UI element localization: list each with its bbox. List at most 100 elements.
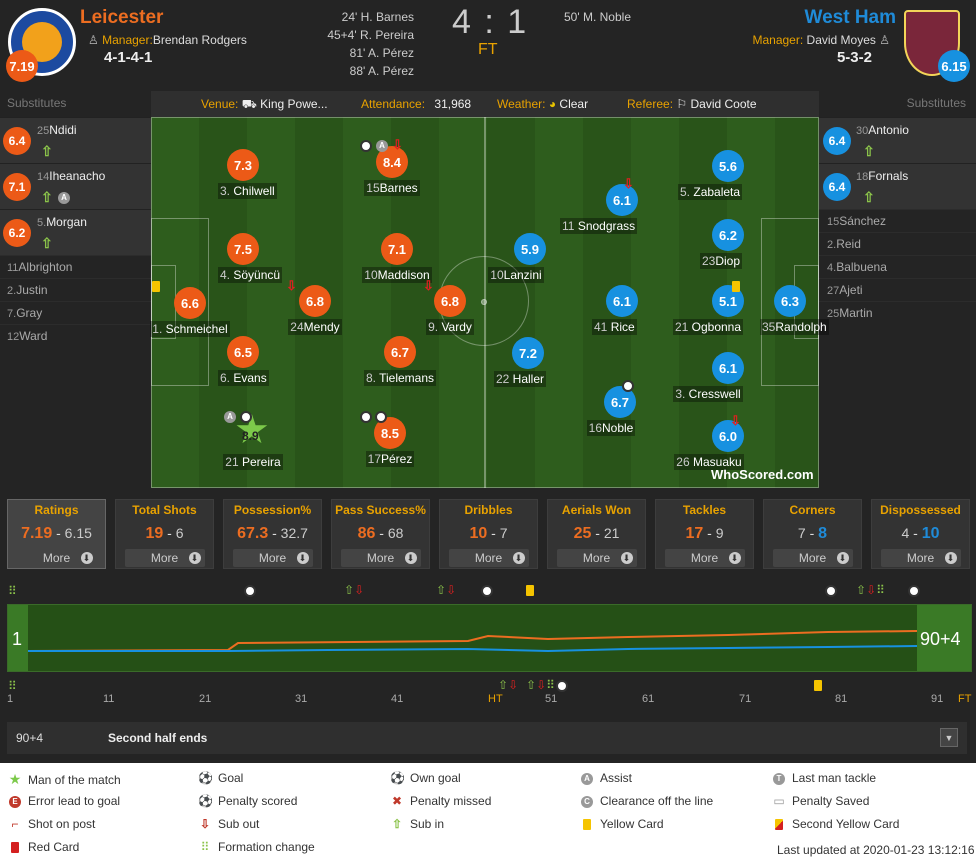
- home-scorers: 24' H. Barnes 45+4' R. Pereira 81' A. Pé…: [300, 10, 414, 82]
- goal-icon: [908, 585, 920, 597]
- stat-corners[interactable]: Corners 7 - 8 More ⬇: [763, 499, 862, 569]
- sub-player[interactable]: 2.Justin: [0, 278, 151, 301]
- legend-item: ⌐ Shot on post: [8, 817, 95, 831]
- more-button[interactable]: More ⬇: [664, 549, 745, 567]
- stat-dribbles[interactable]: Dribbles 10 - 7 More ⬇: [439, 499, 538, 569]
- more-button[interactable]: More ⬇: [772, 549, 853, 567]
- stadium-icon: ⛟: [241, 97, 257, 111]
- more-button[interactable]: More ⬇: [232, 549, 313, 567]
- venue: King Powe...: [260, 97, 328, 111]
- more-button[interactable]: More ⬇: [556, 549, 637, 567]
- player-soyuncu[interactable]: 7.5 4. Söyüncü: [218, 233, 283, 283]
- assist-icon: A: [224, 411, 236, 423]
- timeline-tick: 11: [103, 693, 115, 705]
- player-noble[interactable]: 6.7 16Noble: [586, 386, 636, 436]
- sub-player[interactable]: 27Ajeti: [819, 278, 976, 301]
- sub-out-icon: ⇩: [730, 413, 741, 428]
- sub-player[interactable]: 4.Balbuena: [819, 255, 976, 278]
- player-tielemans[interactable]: 6.7 8. Tielemans: [362, 336, 438, 386]
- home-formation: 4-1-4-1: [104, 49, 153, 66]
- player-chilwell[interactable]: 7.3 3. Chilwell: [218, 149, 277, 199]
- chevron-down-icon: ⬇: [404, 552, 417, 564]
- player-barnes[interactable]: 8.4 15Barnes: [362, 146, 422, 196]
- penalty-saved-icon: ▭: [773, 794, 785, 808]
- player-schmeichel[interactable]: 6.6 1. Schmeichel: [150, 287, 230, 337]
- stat-dispossessed[interactable]: Dispossessed 4 - 10 More ⬇: [871, 499, 970, 569]
- manager-icon: ♙: [88, 33, 99, 47]
- more-button[interactable]: More ⬇: [16, 549, 97, 567]
- chevron-down-icon: ⬇: [944, 552, 957, 564]
- player-snodgrass[interactable]: 6.1 11 Snodgrass: [560, 184, 638, 234]
- substitution-icon: ⇧⇩: [344, 583, 365, 597]
- sub-in-icon: ⇧: [41, 189, 53, 205]
- player-rice[interactable]: 6.1 41 Rice: [592, 285, 638, 335]
- player-cresswell[interactable]: 6.1 3. Cresswell: [672, 352, 744, 402]
- player-zabaleta[interactable]: 5.6 5. Zabaleta: [678, 150, 744, 200]
- referee: David Coote: [690, 97, 757, 111]
- legend-item: E Error lead to goal: [8, 794, 120, 808]
- scorer: 45+4' R. Pereira: [327, 28, 414, 42]
- more-button[interactable]: More ⬇: [340, 549, 421, 567]
- commentary-bar[interactable]: 90+4 Second half ends ▼: [7, 722, 967, 754]
- player-mendy[interactable]: 6.8 24Mendy: [283, 285, 347, 335]
- yellow-card-icon: [814, 680, 822, 691]
- sub-out-icon: ⇩: [286, 278, 297, 293]
- sub-player[interactable]: 6.4 30Antonio ⇧: [819, 117, 976, 163]
- chevron-down-icon: ⬇: [512, 552, 525, 564]
- sub-player[interactable]: 15Sánchez: [819, 209, 976, 232]
- timeline-tick: 31: [295, 693, 308, 705]
- player-pereira[interactable]: ★ 8.9 21 Pereira: [223, 408, 283, 470]
- sub-in-icon: ⇧: [863, 143, 875, 159]
- substitution-icon: ⇧⇩⠿: [526, 678, 555, 692]
- timeline-tick: 71: [739, 693, 752, 705]
- stat-aerials-won[interactable]: Aerials Won 25 - 21 More ⬇: [547, 499, 646, 569]
- sub-player[interactable]: 25Martin: [819, 301, 976, 324]
- sub-player[interactable]: 6.4 25Ndidi ⇧: [0, 117, 151, 163]
- timeline-tick: 91: [931, 693, 944, 705]
- stat-tackles[interactable]: Tackles 17 - 9 More ⬇: [655, 499, 754, 569]
- stat-possession[interactable]: Possession% 67.3 - 32.7 More ⬇: [223, 499, 322, 569]
- sub-player[interactable]: 6.4 18Fornals ⇧: [819, 163, 976, 209]
- player-maddison[interactable]: 7.1 10Maddison: [362, 233, 432, 283]
- timeline-chart[interactable]: 1 90+4: [7, 604, 972, 672]
- legend-item: ⚽ Own goal: [390, 771, 461, 785]
- player-diop[interactable]: 6.2 23Diop: [696, 219, 746, 269]
- momentum-lines: [28, 630, 917, 653]
- sub-out-icon: ⇩: [392, 137, 403, 152]
- timeline-tick: FT: [958, 693, 972, 705]
- player-evans[interactable]: 6.5 6. Evans: [218, 336, 269, 386]
- stat-total-shots[interactable]: Total Shots 19 - 6 More ⬇: [115, 499, 214, 569]
- goal-icon: [360, 140, 372, 152]
- more-button[interactable]: More ⬇: [448, 549, 529, 567]
- player-vardy[interactable]: 6.8 9. Vardy: [422, 285, 478, 335]
- sub-player[interactable]: 6.2 5.Morgan ⇧: [0, 209, 151, 255]
- sub-player[interactable]: 2.Reid: [819, 232, 976, 255]
- player-randolph[interactable]: 6.3 35Randolph: [760, 285, 829, 335]
- player-lanzini[interactable]: 5.9 10Lanzini: [486, 233, 546, 283]
- sub-in-icon: ⇧: [863, 189, 875, 205]
- player-perez[interactable]: 8.5 17Pérez: [362, 417, 418, 467]
- home-substitutes: 6.4 25Ndidi ⇧ 7.1 14Iheanacho ⇧ A 6.2 5.…: [0, 117, 151, 347]
- player-ogbonna[interactable]: 5.1 21 Ogbonna: [672, 285, 744, 335]
- timeline-tick: 61: [642, 693, 655, 705]
- legend-item: Red Card: [8, 840, 79, 854]
- sub-player[interactable]: 7.Gray: [0, 301, 151, 324]
- sub-in-icon: ⇧: [41, 143, 53, 159]
- player-masuaku[interactable]: 6.0 26 Masuaku: [674, 420, 744, 470]
- legend-item: ▭ Penalty Saved: [773, 794, 870, 808]
- score: 4 : 1: [452, 3, 529, 41]
- more-button[interactable]: More ⬇: [124, 549, 205, 567]
- whistle-icon: ⚐: [676, 97, 688, 111]
- yellow-card-icon: [526, 585, 534, 596]
- sub-player[interactable]: 7.1 14Iheanacho ⇧ A: [0, 163, 151, 209]
- home-team-name[interactable]: Leicester: [80, 7, 164, 28]
- stat-pass-success[interactable]: Pass Success% 86 - 68 More ⬇: [331, 499, 430, 569]
- player-haller[interactable]: 7.2 22 Haller: [492, 337, 548, 387]
- more-button[interactable]: More ⬇: [880, 549, 961, 567]
- sub-player[interactable]: 12Ward: [0, 324, 151, 347]
- timeline-tick: HT: [488, 693, 503, 705]
- away-team-name[interactable]: West Ham: [804, 7, 896, 28]
- stat-ratings[interactable]: Ratings 7.19 - 6.15 More ⬇: [7, 499, 106, 569]
- commentary-dropdown[interactable]: ▼: [940, 728, 958, 747]
- sub-player[interactable]: 11Albrighton: [0, 255, 151, 278]
